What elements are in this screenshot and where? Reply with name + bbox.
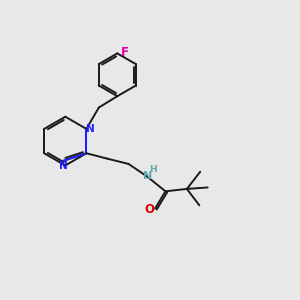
Text: N: N [143,171,152,181]
Text: O: O [145,202,155,216]
Text: H: H [149,165,157,174]
Text: N: N [59,161,68,171]
Text: F: F [120,46,128,59]
Text: N: N [86,124,94,134]
